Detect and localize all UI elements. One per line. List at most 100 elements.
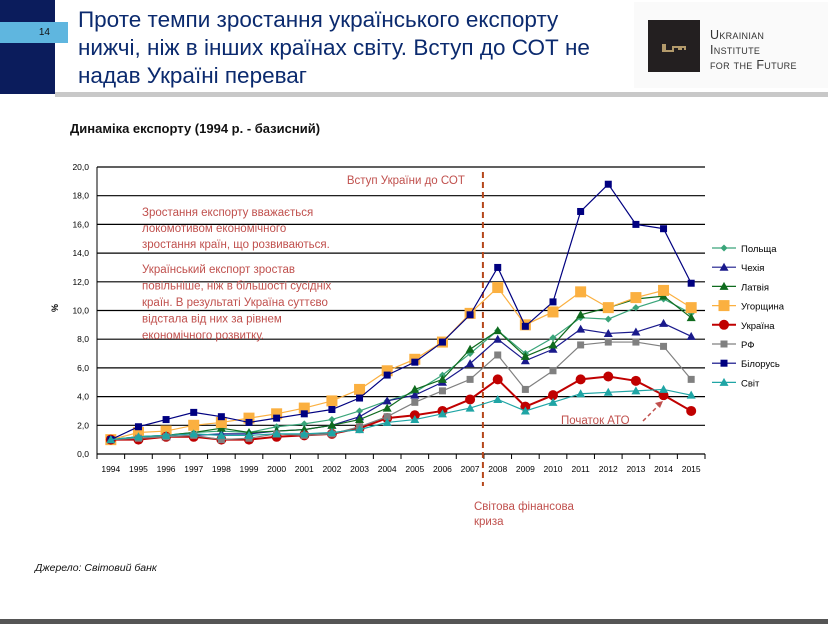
legend-label: Угорщина bbox=[741, 302, 785, 313]
data-point bbox=[326, 395, 338, 407]
data-point bbox=[604, 315, 612, 323]
data-point bbox=[327, 420, 337, 429]
data-point bbox=[133, 432, 143, 441]
legend-label: Латвія bbox=[741, 282, 769, 293]
x-tick-label: 2003 bbox=[350, 464, 369, 474]
data-point bbox=[438, 387, 446, 395]
data-point bbox=[327, 427, 337, 436]
annotation-text: відстала від них за рівнем bbox=[142, 314, 282, 326]
data-point bbox=[356, 394, 364, 402]
data-point bbox=[298, 402, 310, 414]
data-point bbox=[381, 365, 393, 377]
data-point bbox=[438, 338, 446, 346]
y-tick-label: 20,0 bbox=[72, 162, 89, 172]
y-tick-label: 4,0 bbox=[77, 392, 89, 402]
data-point bbox=[215, 416, 227, 428]
series-line-3 bbox=[110, 295, 692, 441]
data-point bbox=[603, 387, 613, 396]
data-point bbox=[687, 375, 695, 383]
data-point bbox=[576, 310, 586, 319]
x-tick-label: 2001 bbox=[295, 464, 314, 474]
data-point bbox=[355, 415, 365, 424]
x-tick-label: 2002 bbox=[322, 464, 341, 474]
data-point bbox=[548, 344, 558, 353]
data-point bbox=[437, 374, 447, 383]
y-tick-label: 6,0 bbox=[77, 363, 89, 373]
data-point bbox=[494, 263, 502, 271]
data-point bbox=[660, 225, 668, 233]
data-point bbox=[328, 416, 336, 424]
data-point bbox=[577, 207, 585, 215]
data-point bbox=[382, 396, 392, 405]
data-point bbox=[411, 398, 419, 406]
data-point bbox=[576, 389, 586, 398]
data-point bbox=[659, 318, 669, 327]
data-point bbox=[577, 341, 585, 349]
data-point bbox=[106, 435, 116, 444]
legend-marker bbox=[719, 319, 729, 330]
data-point bbox=[411, 358, 419, 366]
data-point bbox=[521, 322, 529, 330]
legend-marker bbox=[719, 262, 729, 271]
x-tick-label: 2015 bbox=[682, 464, 701, 474]
legend-marker bbox=[719, 377, 729, 386]
data-point bbox=[244, 430, 254, 439]
y-tick-label: 0,0 bbox=[77, 449, 89, 459]
data-point bbox=[437, 409, 447, 418]
chart-title: Динаміка експорту (1994 р. - базисний) bbox=[70, 121, 321, 136]
annotation-text: Український експорт зростав bbox=[142, 264, 295, 276]
logo-text: Ukrainian Institute for the Future bbox=[710, 28, 797, 73]
data-point bbox=[631, 327, 641, 336]
annotation-text: зростання країн, що розвиваються. bbox=[142, 239, 330, 251]
series-line-1 bbox=[110, 298, 692, 441]
data-point bbox=[687, 279, 695, 287]
ato-arrow bbox=[642, 403, 661, 422]
data-point bbox=[686, 390, 696, 399]
data-point bbox=[685, 302, 697, 314]
data-point bbox=[686, 405, 697, 416]
data-point bbox=[660, 342, 668, 350]
series-line-4 bbox=[110, 286, 692, 441]
data-point bbox=[134, 423, 142, 431]
legend-marker bbox=[719, 281, 729, 290]
data-point bbox=[300, 410, 308, 418]
data-point bbox=[383, 371, 391, 379]
legend-label: Польща bbox=[741, 244, 777, 255]
data-point bbox=[410, 390, 420, 399]
x-tick-label: 2004 bbox=[378, 464, 397, 474]
y-tick-label: 12,0 bbox=[72, 277, 89, 287]
data-point bbox=[300, 420, 308, 428]
header-side-bar bbox=[0, 0, 55, 94]
x-tick-label: 1995 bbox=[129, 464, 148, 474]
page-number: 14 bbox=[0, 22, 68, 43]
data-point bbox=[575, 374, 586, 385]
data-point bbox=[273, 414, 281, 422]
legend-label: РФ bbox=[741, 340, 754, 351]
y-axis-label: % bbox=[50, 304, 60, 312]
data-point bbox=[383, 413, 391, 421]
x-tick-label: 2009 bbox=[516, 464, 535, 474]
data-point bbox=[217, 413, 225, 421]
legend-marker bbox=[718, 300, 730, 312]
data-point bbox=[576, 324, 586, 333]
data-point bbox=[603, 328, 613, 337]
data-point bbox=[382, 403, 392, 412]
data-point bbox=[494, 351, 502, 359]
ato-arrowhead-icon bbox=[655, 401, 663, 408]
data-point bbox=[632, 338, 640, 346]
data-point bbox=[271, 408, 283, 420]
data-point bbox=[520, 351, 530, 360]
data-point bbox=[465, 403, 475, 412]
y-tick-label: 2,0 bbox=[77, 420, 89, 430]
data-point bbox=[355, 425, 365, 434]
data-point bbox=[549, 334, 557, 342]
annotation-text: локомотивом економічного bbox=[142, 223, 286, 235]
y-tick-label: 14,0 bbox=[72, 248, 89, 258]
data-point bbox=[188, 419, 200, 431]
data-point bbox=[272, 429, 282, 438]
wto-annotation: Вступ України до СОТ bbox=[347, 175, 465, 187]
ato-annotation: Початок АТО bbox=[561, 415, 630, 427]
legend-marker bbox=[720, 340, 728, 348]
x-tick-label: 1996 bbox=[157, 464, 176, 474]
data-point bbox=[189, 429, 199, 438]
